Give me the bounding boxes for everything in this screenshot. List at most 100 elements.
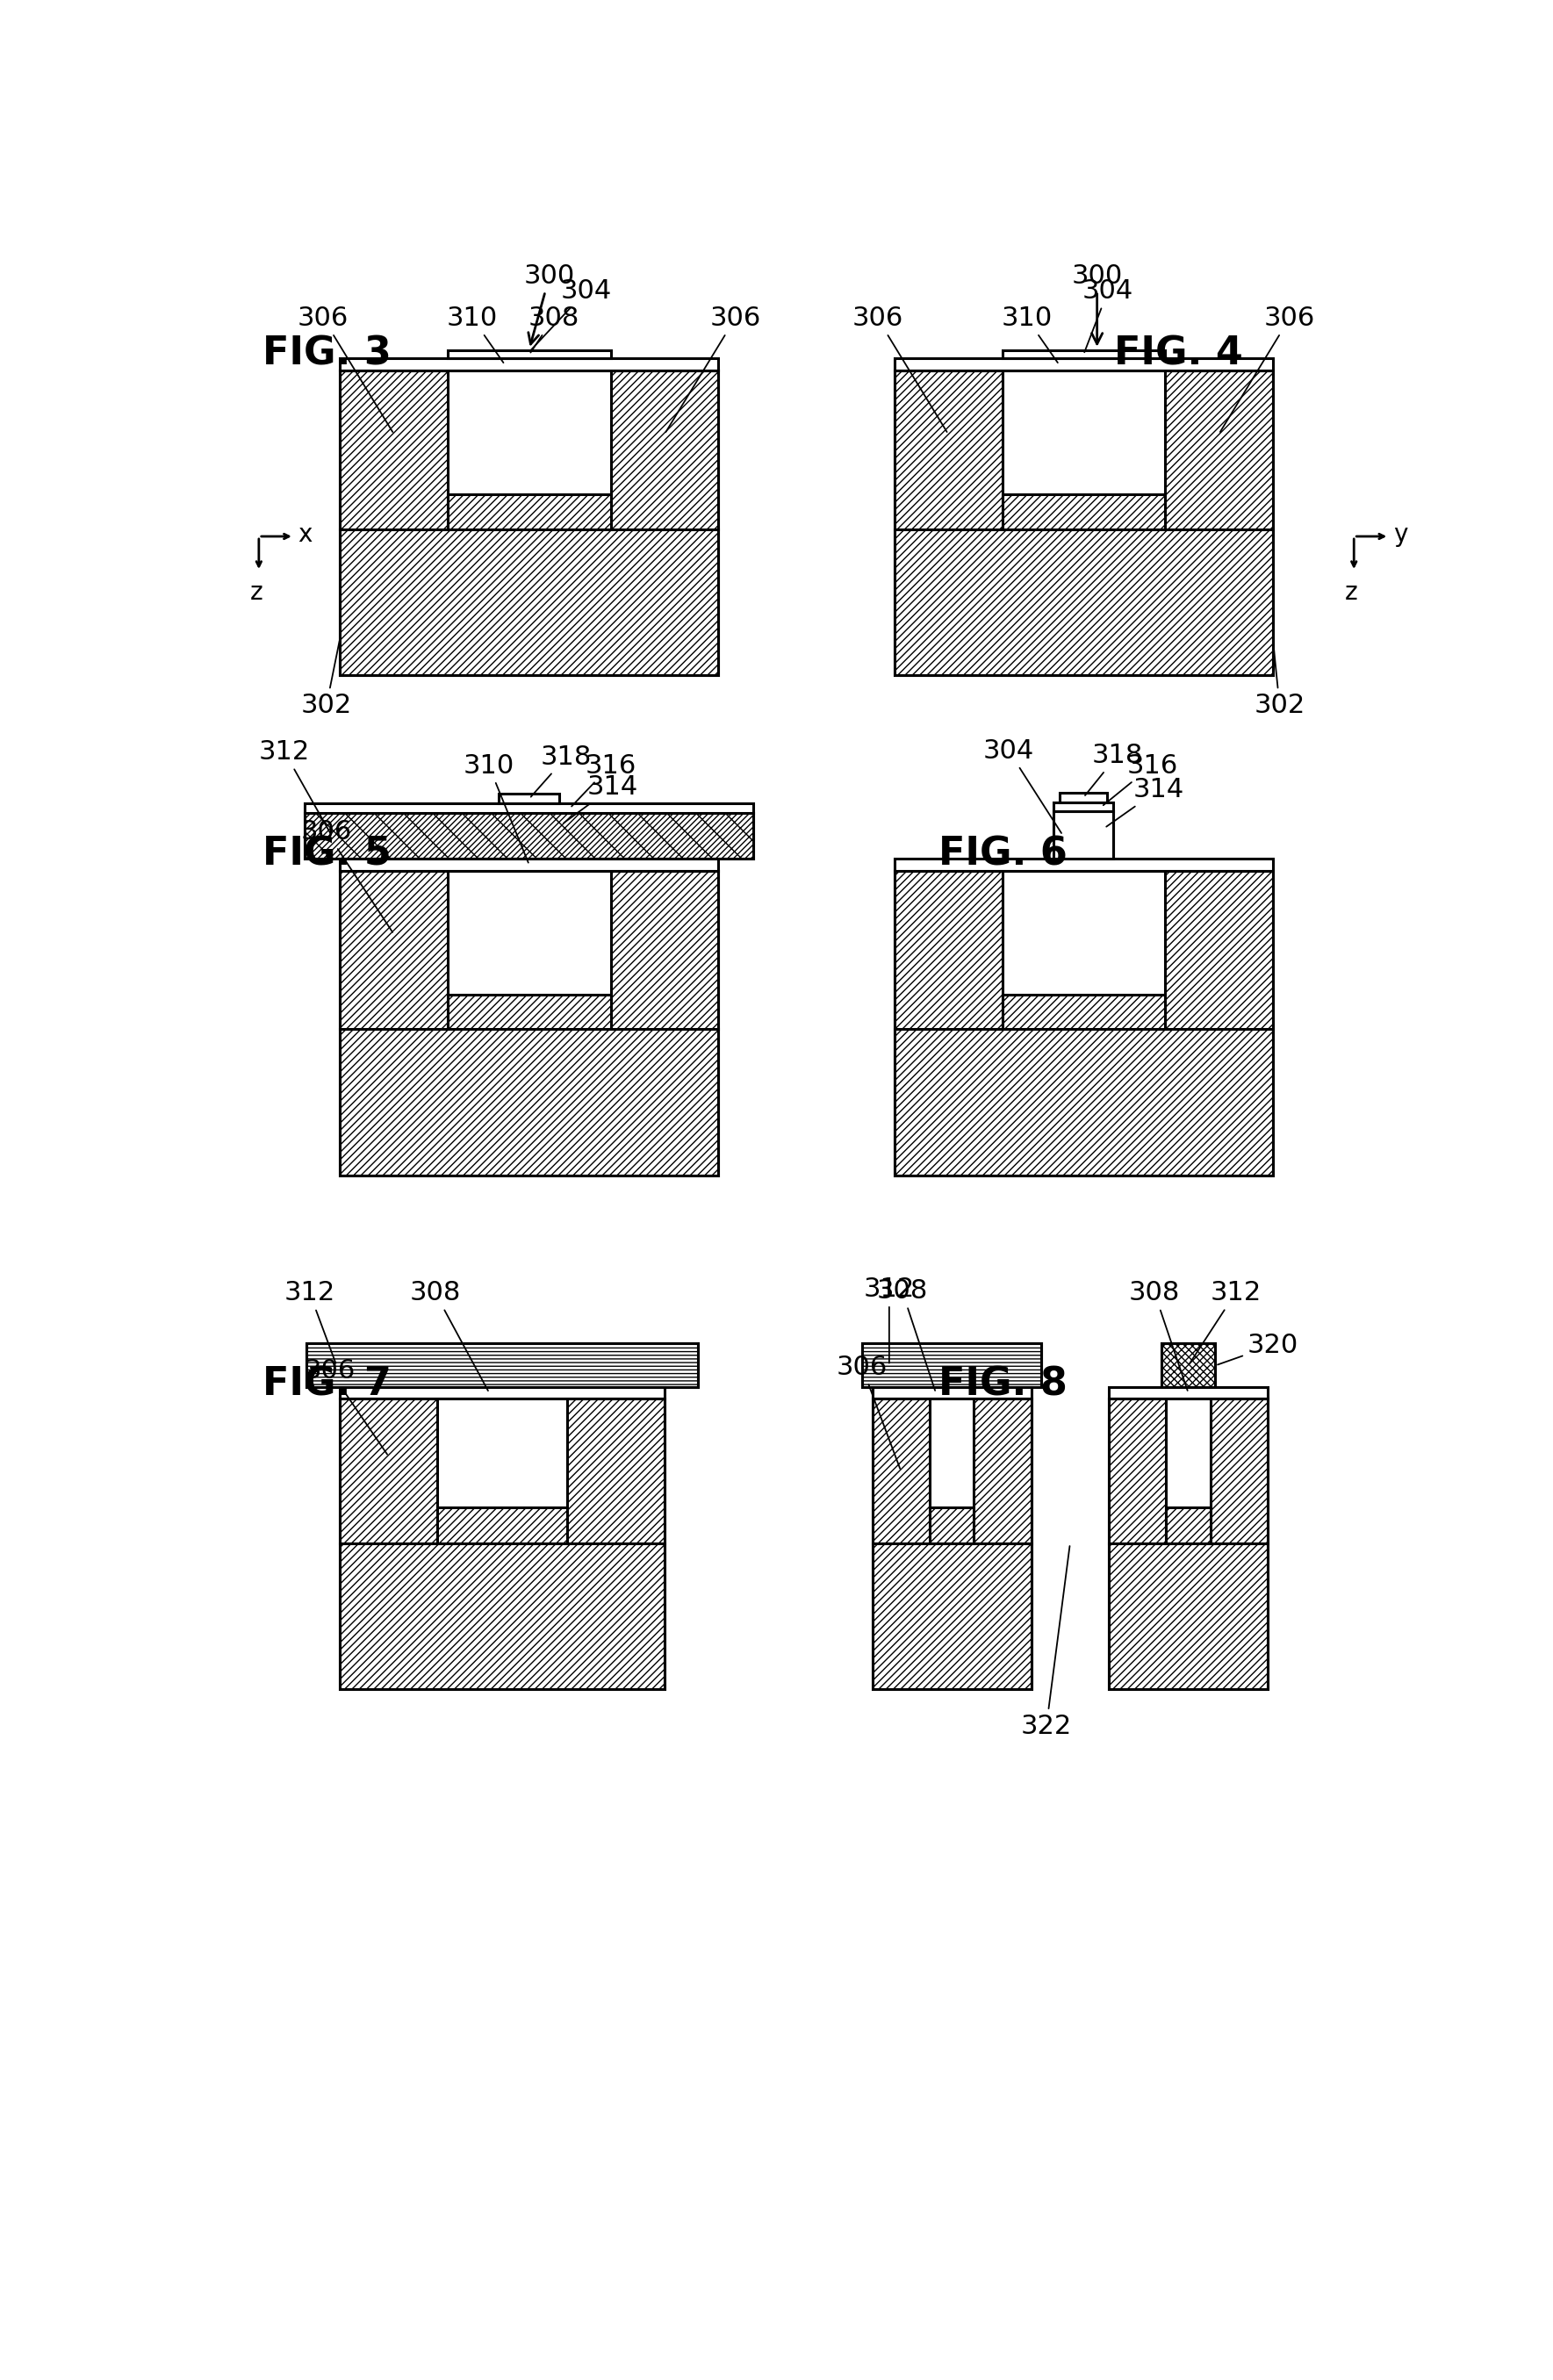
Text: 306: 306 [298,305,393,431]
Bar [340,1388,665,1399]
Bar [1054,802,1114,812]
Bar [930,1507,974,1545]
Bar [340,1545,665,1690]
Text: 308: 308 [876,1278,935,1390]
Text: 312: 312 [259,740,331,833]
Bar [438,1507,567,1545]
Bar [1002,995,1165,1028]
Text: 316: 316 [1103,752,1177,804]
Bar [1162,1345,1216,1388]
Text: 306: 306 [851,305,947,431]
Text: 300: 300 [1072,264,1123,345]
Text: 308: 308 [410,1280,488,1390]
Bar [304,814,753,859]
Bar [447,495,610,528]
Text: 310: 310 [463,752,528,862]
Bar [1054,812,1114,859]
Bar [873,1399,1031,1690]
Bar [340,871,447,1028]
Bar [340,528,719,676]
Bar [1162,1345,1216,1388]
Text: x: x [298,524,312,547]
Bar [610,871,719,1028]
Text: 304: 304 [983,738,1061,833]
Bar [895,528,1273,676]
Text: 306: 306 [301,819,393,933]
Bar [304,814,753,859]
Bar [1109,1545,1267,1690]
Bar [306,1345,699,1388]
Bar [304,804,753,814]
Text: FIG. 5: FIG. 5 [262,835,391,873]
Text: 312: 312 [863,1276,915,1364]
Bar [1054,812,1114,859]
Text: 302: 302 [301,640,353,719]
Bar [340,371,447,528]
Text: 306: 306 [666,305,761,431]
Bar [447,995,610,1028]
Bar [1059,793,1107,802]
Bar [567,1399,665,1545]
Bar [1109,1399,1267,1690]
Text: FIG. 7: FIG. 7 [262,1366,391,1404]
Bar [1109,1399,1166,1545]
Text: FIG. 6: FIG. 6 [938,835,1067,873]
Text: y: y [1393,524,1407,547]
Text: z: z [1345,581,1357,605]
Text: 320: 320 [1218,1333,1298,1364]
Text: 308: 308 [1129,1280,1188,1390]
Bar [1165,871,1273,1028]
Bar [340,1399,438,1545]
Text: 318: 318 [1086,743,1143,795]
Bar [1165,371,1273,528]
Text: 310: 310 [447,305,503,362]
Bar [340,1399,665,1690]
Text: 322: 322 [1020,1547,1072,1740]
Bar [1002,350,1165,359]
Text: 316: 316 [572,752,637,807]
Bar [862,1345,1042,1388]
Bar [895,371,1002,528]
Bar [340,859,719,871]
Text: 306: 306 [1221,305,1315,431]
Text: 312: 312 [1190,1280,1261,1364]
Text: 302: 302 [1253,640,1305,719]
Bar [610,371,719,528]
Bar [895,859,1273,871]
Bar [340,871,719,1176]
Bar [1210,1399,1267,1545]
Bar [499,795,559,804]
Text: 304: 304 [531,278,612,350]
Text: 306: 306 [304,1359,387,1454]
Bar [895,871,1273,1176]
Text: FIG. 8: FIG. 8 [938,1366,1067,1404]
Text: FIG. 3: FIG. 3 [262,336,391,374]
Bar [873,1399,930,1545]
Text: 312: 312 [284,1280,335,1364]
Bar [873,1545,1031,1690]
Bar [1166,1507,1210,1545]
Text: 318: 318 [531,745,592,797]
Bar [895,371,1273,676]
Bar [340,371,719,676]
Bar [974,1399,1031,1545]
Text: 304: 304 [1082,278,1134,352]
Bar [873,1388,1031,1399]
Bar [895,359,1273,371]
Text: z: z [250,581,262,605]
Bar [306,1345,699,1388]
Bar [447,350,610,359]
Text: 314: 314 [564,774,638,823]
Bar [1109,1388,1267,1399]
Bar [895,871,1002,1028]
Text: 308: 308 [528,305,579,352]
Bar [340,359,719,371]
Text: 310: 310 [1002,305,1058,362]
Bar [862,1345,1042,1388]
Text: FIG. 4: FIG. 4 [1114,336,1242,374]
Bar [340,1028,719,1176]
Text: 306: 306 [837,1354,901,1468]
Text: 314: 314 [1106,778,1183,826]
Bar [895,1028,1273,1176]
Text: 300: 300 [523,264,575,345]
